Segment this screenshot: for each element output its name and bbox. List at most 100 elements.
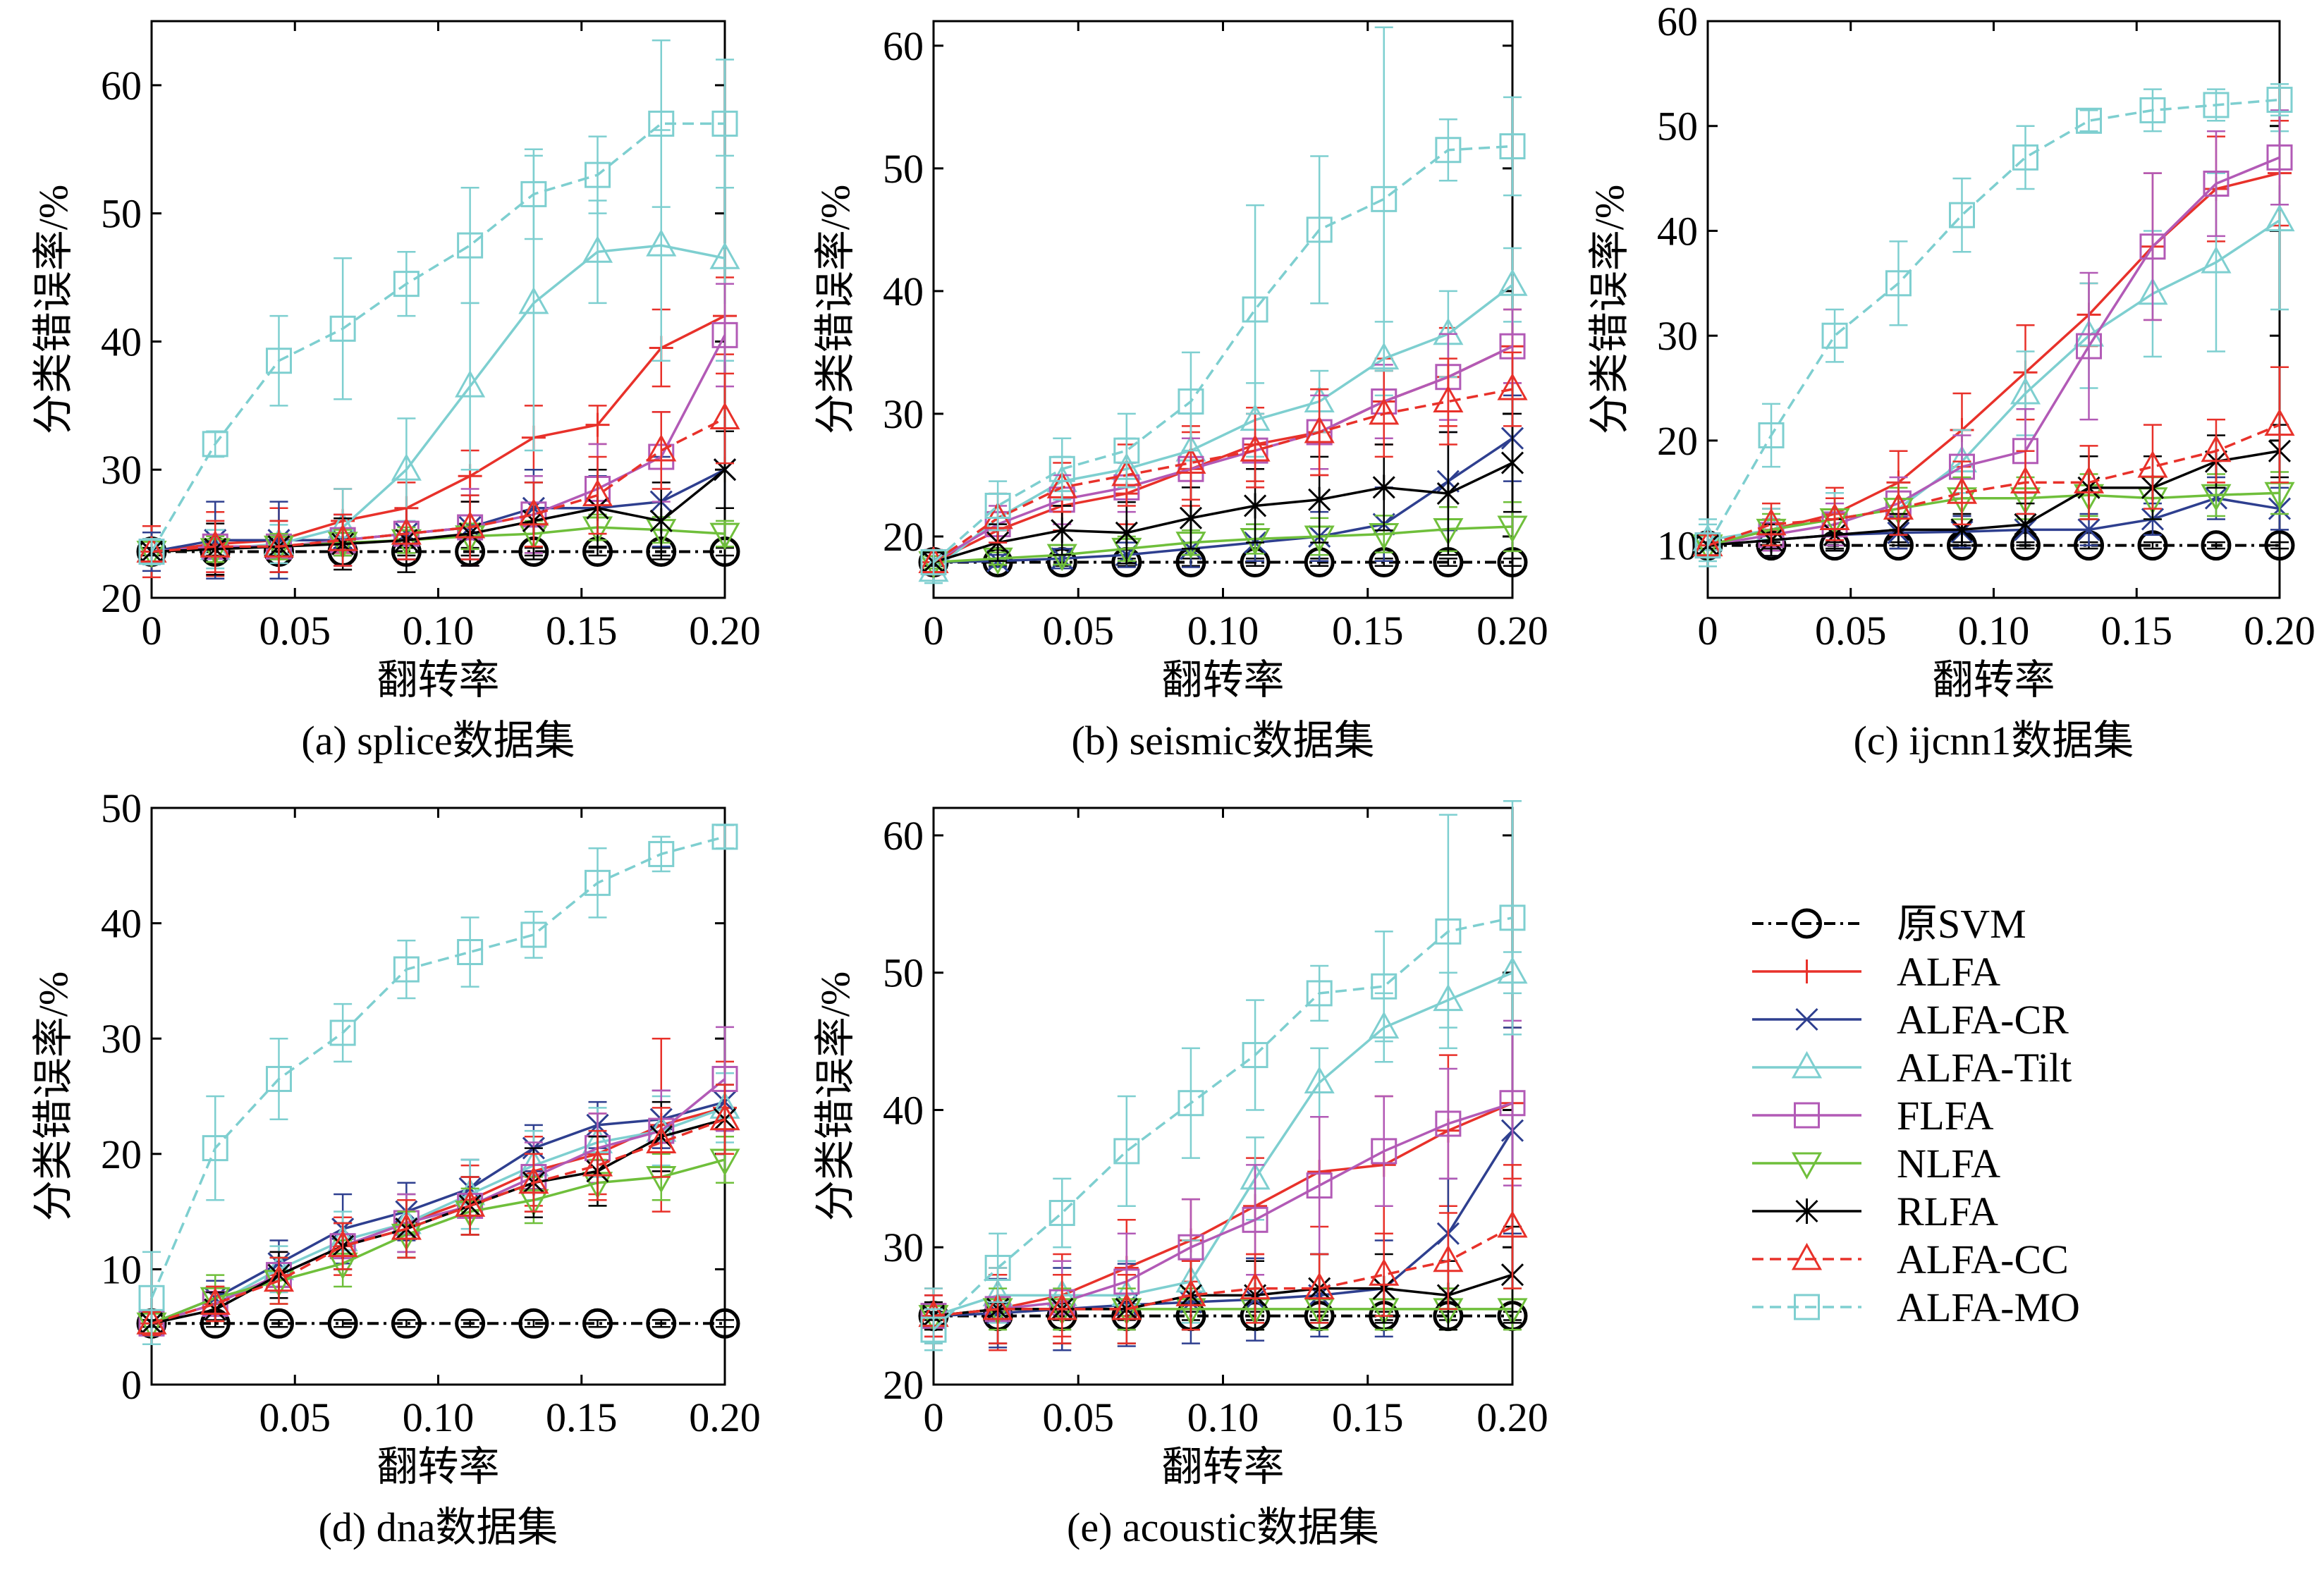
data-point bbox=[263, 530, 295, 558]
chart-panel-b: 20 30 40 50 60 0 0.05 0.10 0.15 0.20 翻转率 分类错误率/% (b)… bbox=[812, 20, 1548, 763]
y-tick-label: 20 bbox=[1657, 418, 1698, 464]
series-line bbox=[933, 1102, 1513, 1318]
series-line bbox=[933, 971, 1513, 1318]
data-point bbox=[1372, 474, 1395, 501]
x-tick-label: 0.10 bbox=[403, 1394, 475, 1440]
data-point bbox=[518, 1308, 549, 1339]
legend-label: NLFA bbox=[1897, 1141, 2000, 1186]
x-tick-label: 0.05 bbox=[1043, 608, 1115, 654]
x-tick-label: 0.15 bbox=[1332, 1394, 1404, 1440]
x-tick-label: 0.05 bbox=[259, 608, 331, 654]
data-point bbox=[982, 1292, 1013, 1320]
legend-marker bbox=[1795, 1198, 1818, 1224]
series-alfa-mo bbox=[920, 26, 1526, 576]
data-point bbox=[263, 1264, 295, 1292]
data-point bbox=[1499, 133, 1526, 160]
panel-caption: (e) acoustic数据集 bbox=[1067, 1504, 1379, 1550]
panel-caption: (b) seismic数据集 bbox=[1071, 718, 1374, 763]
x-tick-label: 0.20 bbox=[1476, 1394, 1548, 1440]
error-bar bbox=[524, 1319, 543, 1328]
data-point bbox=[2077, 518, 2100, 541]
error-bar bbox=[716, 1319, 734, 1328]
series-line bbox=[932, 145, 1513, 563]
data-point bbox=[646, 229, 677, 257]
series-alfa-mo bbox=[1694, 82, 2293, 568]
series-alfa-cc bbox=[1692, 366, 2295, 557]
series-line bbox=[1707, 423, 2280, 547]
plot-frame bbox=[932, 807, 1514, 1386]
legend-entry-alfa-tilt: ALFA-Tilt bbox=[1752, 1045, 2072, 1091]
x-tick-label: 0.15 bbox=[1332, 608, 1404, 654]
x-tick-label: 0.10 bbox=[1187, 608, 1259, 654]
data-point bbox=[1304, 415, 1335, 443]
series-alfa bbox=[922, 308, 1524, 576]
error-bar bbox=[460, 916, 479, 988]
series-rlfa bbox=[922, 1225, 1524, 1344]
data-point bbox=[711, 110, 738, 137]
legend-entry-nlfa: NLFA bbox=[1752, 1141, 2000, 1186]
series-alfa-cr bbox=[922, 1026, 1524, 1351]
y-tick-label: 50 bbox=[883, 950, 924, 996]
y-tick-label: 20 bbox=[101, 575, 142, 621]
legend-label: ALFA-Tilt bbox=[1897, 1045, 2072, 1091]
x-tick-label: 0.20 bbox=[689, 608, 761, 654]
data-point bbox=[327, 1229, 358, 1258]
series-alfa-tilt bbox=[918, 951, 1528, 1344]
y-tick-label: 40 bbox=[883, 269, 924, 314]
y-tick-label: 50 bbox=[101, 191, 142, 237]
data-point bbox=[1242, 1206, 1268, 1233]
data-point bbox=[1499, 904, 1526, 931]
data-point bbox=[1113, 1138, 1140, 1165]
data-point bbox=[649, 508, 673, 534]
series-line bbox=[151, 1106, 726, 1325]
x-tick-label: 0.05 bbox=[1043, 1394, 1115, 1440]
series-rlfa bbox=[922, 412, 1524, 575]
y-tick-label: 40 bbox=[883, 1087, 924, 1133]
data-point bbox=[709, 522, 740, 551]
series-line bbox=[933, 1129, 1514, 1318]
x-tick-label: 0.15 bbox=[546, 608, 618, 654]
error-bar bbox=[2270, 82, 2289, 117]
error-bar bbox=[588, 1319, 607, 1328]
data-point bbox=[1499, 1090, 1526, 1117]
legend-marker bbox=[1794, 959, 1819, 983]
y-tick-label: 40 bbox=[101, 319, 142, 364]
series-line bbox=[151, 314, 726, 553]
legend-marker bbox=[1794, 1102, 1820, 1129]
data-point bbox=[1304, 1066, 1335, 1094]
x-tick-label: 0.20 bbox=[2244, 608, 2316, 654]
x-axis-label: 翻转率 bbox=[377, 1444, 499, 1490]
legend-entry-alfa-cc: ALFA-CC bbox=[1752, 1237, 2069, 1282]
data-point bbox=[585, 869, 611, 896]
data-point bbox=[2203, 171, 2230, 197]
legend-label: FLFA bbox=[1897, 1093, 1994, 1139]
y-axis-label: 分类错误率/% bbox=[30, 185, 76, 434]
series-line bbox=[1707, 171, 2280, 547]
data-point bbox=[646, 1126, 677, 1153]
data-point bbox=[1240, 1272, 1271, 1300]
data-point bbox=[2073, 466, 2105, 493]
data-point bbox=[2012, 144, 2039, 171]
error-bar bbox=[588, 546, 607, 557]
series-line bbox=[151, 1100, 726, 1325]
data-point bbox=[1885, 270, 1912, 297]
data-point bbox=[2266, 87, 2293, 114]
x-tick-label: 0.05 bbox=[259, 1394, 331, 1440]
data-point bbox=[391, 1308, 422, 1339]
y-tick-label: 30 bbox=[883, 1225, 924, 1270]
series-line bbox=[933, 388, 1513, 563]
data-point bbox=[455, 1189, 486, 1217]
x-tick-label: 0.10 bbox=[1958, 608, 2030, 654]
x-tick-label: 0.20 bbox=[1476, 608, 1548, 654]
y-tick-label: 20 bbox=[101, 1131, 142, 1177]
y-tick-label: 30 bbox=[101, 447, 142, 493]
data-point bbox=[2203, 92, 2230, 118]
x-tick-label: 0 bbox=[924, 1394, 944, 1440]
error-bar bbox=[1117, 1273, 1136, 1344]
data-point bbox=[582, 1308, 613, 1339]
y-tick-label: 40 bbox=[1657, 208, 1698, 254]
data-point bbox=[520, 180, 547, 207]
data-point bbox=[1178, 1234, 1204, 1261]
data-point bbox=[1946, 477, 1978, 504]
series-alfa-mo bbox=[920, 800, 1526, 1351]
